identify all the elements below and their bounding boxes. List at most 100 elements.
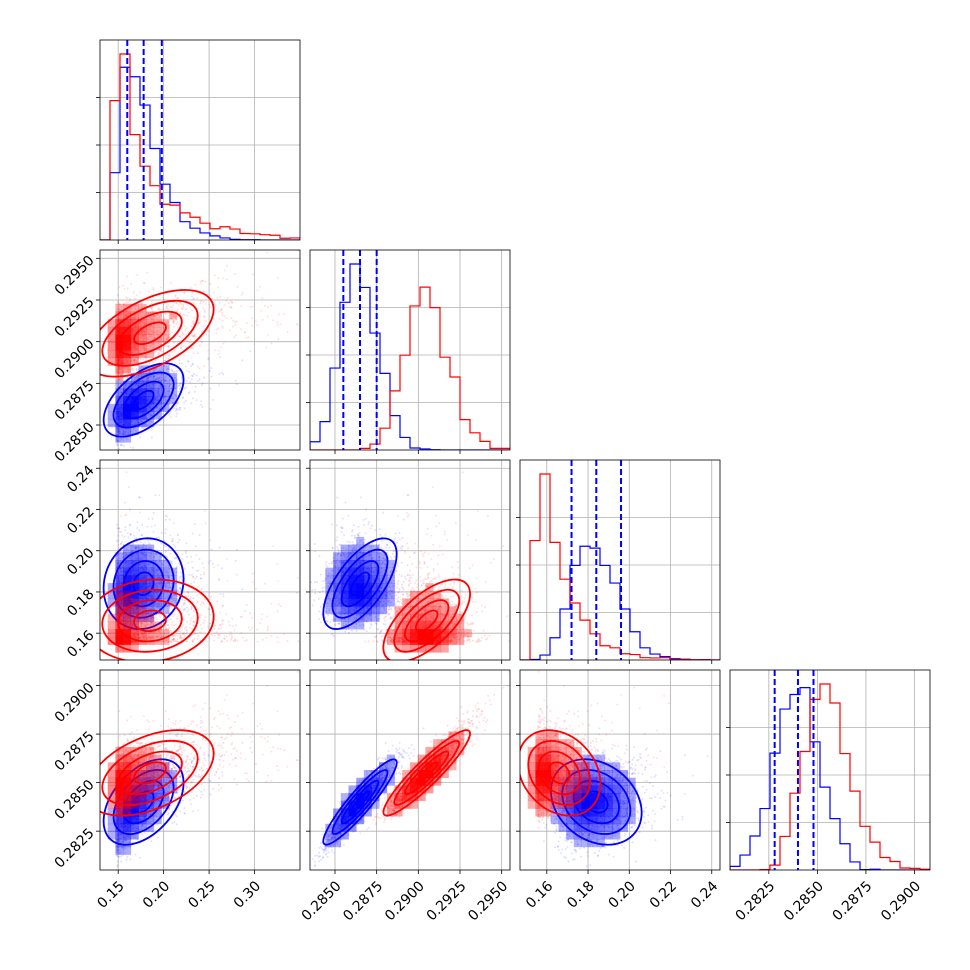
density-cell (123, 342, 132, 351)
sample-point (276, 636, 279, 639)
sample-point (177, 630, 180, 633)
histogram-panel-0 (100, 40, 300, 240)
sample-point (147, 618, 150, 621)
sample-point (179, 386, 182, 389)
density-cell (169, 396, 178, 405)
sample-point (214, 349, 216, 352)
sample-point (141, 304, 143, 307)
sample-point (192, 575, 194, 578)
sample-point (304, 282, 306, 284)
sample-point (158, 408, 161, 410)
sample-point (117, 316, 119, 319)
sample-point (138, 419, 141, 421)
sample-point (210, 375, 213, 378)
sample-point (213, 634, 216, 637)
sample-point (121, 541, 124, 543)
sample-point (174, 295, 177, 298)
sample-point (140, 373, 143, 376)
sample-point (157, 333, 160, 336)
sample-point (147, 321, 150, 324)
sample-point (167, 335, 170, 338)
sample-point (173, 599, 176, 602)
sample-point (144, 354, 147, 357)
sample-point (137, 317, 140, 320)
sample-point (190, 325, 193, 328)
sample-point (175, 567, 178, 570)
sample-point (145, 602, 148, 604)
sample-point (142, 546, 145, 549)
sample-point (149, 413, 152, 416)
sample-point (120, 542, 122, 545)
sample-point (117, 372, 120, 375)
sample-point (149, 620, 152, 623)
sample-point (173, 370, 176, 373)
sample-point (162, 396, 165, 399)
sample-point (179, 575, 182, 578)
sample-point (150, 420, 153, 423)
density-cell (130, 311, 139, 320)
sample-point (144, 614, 147, 617)
density-cell (123, 357, 132, 366)
density-cell (115, 357, 124, 366)
sample-point (179, 561, 182, 563)
sample-point (124, 529, 127, 532)
sample-point (175, 378, 178, 381)
sample-point (207, 358, 210, 361)
sample-point (155, 536, 158, 539)
sample-point (152, 592, 155, 595)
sample-point (165, 514, 167, 517)
sample-point (168, 355, 171, 358)
sample-point (234, 321, 237, 324)
density-cell (153, 388, 162, 397)
sample-point (186, 590, 189, 593)
sample-point (218, 579, 221, 581)
sample-point (199, 573, 202, 576)
sample-point (249, 350, 252, 353)
sample-point (146, 618, 149, 621)
sample-point (135, 537, 138, 539)
sample-point (163, 379, 166, 382)
sample-point (221, 325, 223, 328)
sample-point (170, 404, 172, 407)
sample-point (134, 297, 137, 300)
sample-point (158, 340, 161, 343)
sample-point (143, 348, 146, 351)
sample-point (167, 595, 170, 598)
sample-point (172, 301, 175, 304)
sample-point (213, 274, 216, 277)
sample-point (203, 573, 205, 576)
sample-point (137, 546, 140, 549)
sample-point (134, 547, 137, 550)
sample-point (117, 366, 120, 369)
sample-point (142, 346, 145, 349)
sample-point (118, 371, 121, 374)
sample-point (277, 640, 279, 643)
sample-point (180, 375, 183, 378)
sample-point (160, 314, 163, 317)
sample-point (181, 362, 183, 365)
sample-point (166, 596, 169, 599)
density-cell (107, 342, 116, 351)
sample-point (167, 303, 170, 306)
sample-point (195, 297, 198, 300)
sample-point (209, 387, 212, 390)
sample-point (251, 626, 254, 629)
sample-point (220, 627, 223, 630)
density-cell (115, 365, 124, 374)
sample-point (303, 308, 305, 310)
sample-point (176, 321, 179, 324)
sample-point (166, 390, 169, 393)
sample-point (118, 303, 121, 306)
sample-point (191, 566, 194, 569)
sample-point (133, 537, 136, 540)
sample-point (218, 310, 220, 313)
sample-point (175, 415, 178, 418)
sample-point (145, 347, 148, 350)
sample-point (150, 319, 153, 322)
density-cell (146, 326, 155, 335)
sample-point (133, 359, 136, 362)
sample-point (176, 598, 178, 601)
sample-point (187, 595, 190, 598)
sample-point (158, 349, 161, 352)
sample-point (201, 279, 204, 282)
